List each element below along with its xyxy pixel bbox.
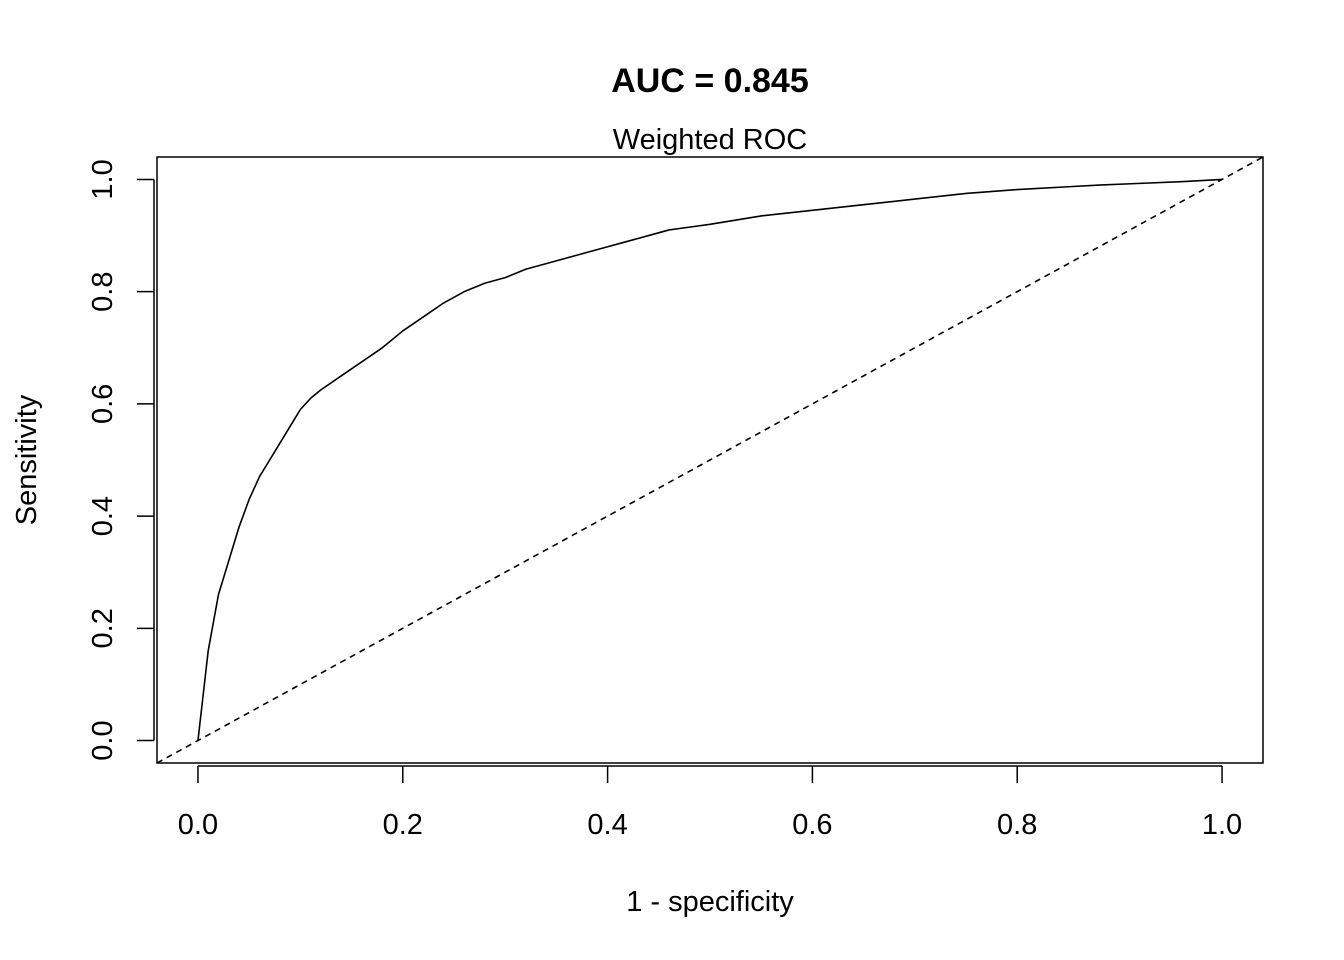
y-tick-label: 0.0 xyxy=(87,720,119,760)
x-tick-label: 1.0 xyxy=(1202,809,1242,841)
chart-title: AUC = 0.845 xyxy=(611,62,809,100)
x-tick-label: 0.8 xyxy=(997,809,1037,841)
x-tick-label: 0.2 xyxy=(383,809,423,841)
plot-frame xyxy=(156,156,1264,764)
y-tick-label: 0.4 xyxy=(87,496,119,536)
y-tick-label: 1.0 xyxy=(87,159,119,199)
x-axis: 0.0 0.2 0.4 0.6 0.8 1.0 xyxy=(178,765,1242,841)
x-tick-label: 0.0 xyxy=(178,809,218,841)
reference-diagonal-line xyxy=(156,156,1264,764)
y-tick-label: 0.8 xyxy=(87,272,119,312)
roc-curve-line xyxy=(197,178,1223,741)
x-tick-label: 0.6 xyxy=(792,809,832,841)
x-axis-label: 1 - specificity xyxy=(626,886,794,918)
x-tick-label: 0.4 xyxy=(587,809,627,841)
y-axis: 0.0 0.2 0.4 0.6 0.8 1.0 xyxy=(87,159,155,761)
y-axis-label: Sensitivity xyxy=(11,394,43,525)
series-layer xyxy=(156,156,1264,764)
chart-subtitle: Weighted ROC xyxy=(613,124,808,156)
y-tick-label: 0.6 xyxy=(87,384,119,424)
y-tick-label: 0.2 xyxy=(87,608,119,648)
